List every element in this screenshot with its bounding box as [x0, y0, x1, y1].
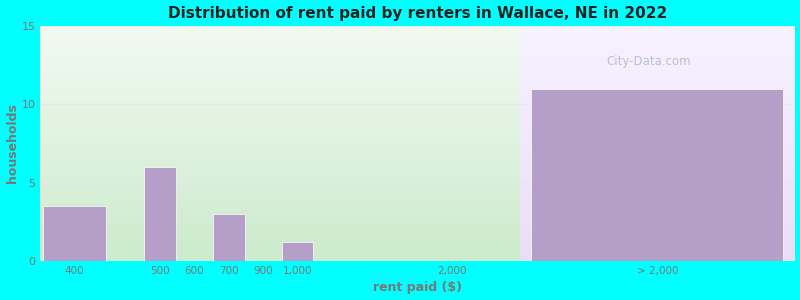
Bar: [213, 214, 245, 261]
X-axis label: rent paid ($): rent paid ($): [373, 281, 462, 294]
Bar: [145, 167, 176, 261]
Bar: [43, 206, 106, 261]
Bar: [531, 88, 783, 261]
Y-axis label: households: households: [6, 103, 18, 183]
Title: Distribution of rent paid by renters in Wallace, NE in 2022: Distribution of rent paid by renters in …: [168, 6, 667, 21]
Bar: [282, 242, 313, 261]
Text: City-Data.com: City-Data.com: [606, 55, 690, 68]
